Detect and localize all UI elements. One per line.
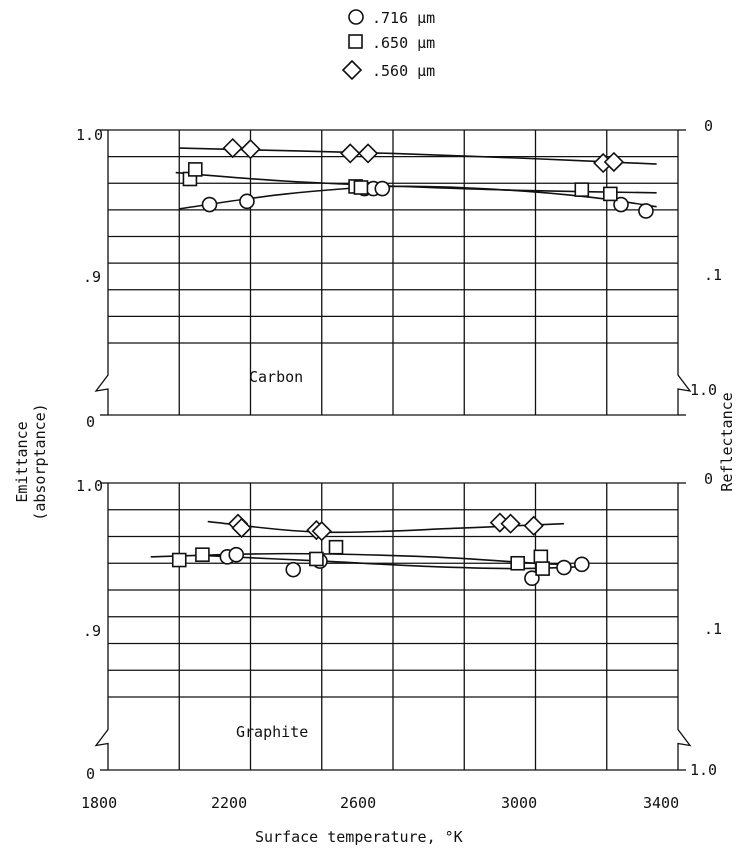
carbon-rtick-0: 0 (704, 117, 713, 135)
graphite-right-axis-break (677, 483, 692, 770)
carbon-rtick-0-1: .1 (704, 266, 722, 284)
carbon-point-square (603, 186, 618, 202)
graphite-point-diamond (523, 515, 544, 536)
carbon-ytick-1-0: 1.0 (76, 126, 103, 144)
x-tick-labels: 1800 2200 2600 3000 3400 (81, 794, 679, 812)
legend-diamond-marker (341, 59, 363, 81)
graphite-data-points (171, 512, 590, 587)
graphite-ytick-0: 0 (86, 765, 95, 783)
carbon-point-circle (239, 193, 255, 210)
graphite-panel-label: Graphite (236, 723, 308, 741)
carbon-point-square (187, 162, 203, 177)
carbon-point-diamond (340, 143, 361, 164)
xtick-2600: 2600 (340, 794, 376, 812)
carbon-point-diamond (222, 137, 243, 159)
carbon-fit-circle (179, 185, 657, 210)
panel-graphite: Graphite 1.0 .9 0 0 .1 1.0 (76, 470, 722, 783)
carbon-point-square (574, 182, 590, 197)
panel-carbon: Carbon 1.0 .9 0 0 .1 1.0 (76, 117, 722, 431)
graphite-point-square (195, 547, 210, 562)
y-axis-title-left-line1: Emittance (13, 421, 31, 502)
carbon-left-axis-break (94, 130, 109, 415)
carbon-ytick-0: 0 (86, 413, 95, 431)
carbon-point-square (353, 180, 369, 195)
graphite-point-diamond (500, 513, 521, 534)
carbon-right-axis-break (677, 130, 692, 415)
xtick-1800: 1800 (81, 794, 117, 812)
graphite-rtick-0-1: .1 (704, 620, 722, 638)
legend-label-650: .650 μm (372, 34, 435, 52)
graphite-point-circle (228, 546, 245, 563)
graphite-point-square (309, 551, 324, 567)
x-axis-title: Surface temperature, °K (255, 828, 463, 846)
graphite-fit-circle (207, 554, 589, 570)
xtick-2200: 2200 (211, 794, 247, 812)
legend: .716 μm .650 μm .560 μm (341, 9, 435, 81)
graphite-rtick-0: 0 (704, 470, 713, 488)
xtick-3000: 3000 (501, 794, 537, 812)
graphite-ytick-1-0: 1.0 (76, 477, 103, 495)
legend-label-560: .560 μm (372, 62, 435, 80)
carbon-panel-label: Carbon (249, 368, 303, 386)
graphite-point-circle (556, 559, 572, 576)
carbon-grid (94, 129, 692, 416)
graphite-point-square (171, 552, 187, 568)
graphite-grid (94, 482, 692, 771)
graphite-point-diamond (231, 517, 252, 539)
carbon-point-diamond (357, 143, 379, 164)
graphite-point-circle (285, 561, 302, 578)
carbon-data-points (182, 137, 654, 219)
graphite-rtick-1-0: 1.0 (690, 761, 717, 779)
legend-circle-marker (348, 9, 364, 25)
xtick-3400: 3400 (643, 794, 679, 812)
y-axis-title-left-line2: (absorptance) (31, 403, 49, 520)
carbon-point-circle (374, 180, 391, 197)
y-axis-title-right: Reflectance (718, 392, 736, 491)
graphite-ytick-0-9: .9 (83, 622, 101, 640)
carbon-ytick-0-9: .9 (83, 268, 101, 286)
carbon-rtick-1-0: 1.0 (690, 381, 717, 399)
graphite-point-square (535, 561, 550, 576)
graphite-left-axis-break (94, 483, 109, 770)
graphite-point-diamond (311, 521, 332, 542)
carbon-point-circle (201, 196, 218, 213)
legend-label-716: .716 μm (372, 9, 435, 27)
carbon-point-diamond (603, 151, 625, 173)
graphite-point-circle (574, 556, 590, 573)
carbon-point-diamond (240, 139, 261, 160)
graphite-point-square (328, 539, 344, 555)
legend-square-marker (348, 34, 363, 49)
graphite-point-square (510, 555, 525, 571)
carbon-point-circle (638, 203, 654, 219)
